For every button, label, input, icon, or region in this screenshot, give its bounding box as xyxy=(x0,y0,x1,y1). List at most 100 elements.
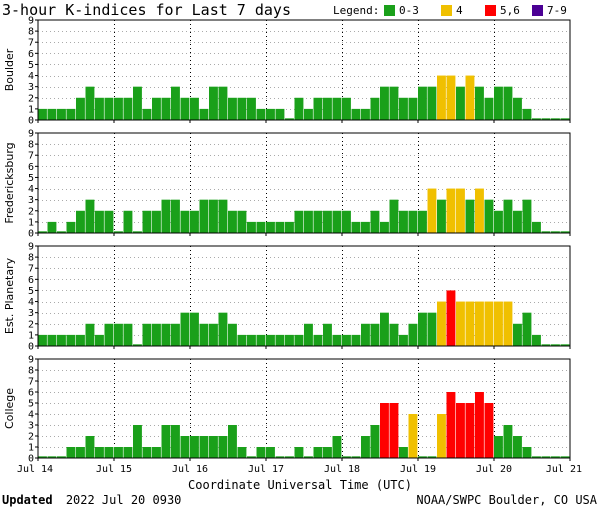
y-tick-label: 1 xyxy=(28,217,34,228)
k-index-bar xyxy=(351,456,361,458)
y-tick-label: 4 xyxy=(28,184,34,195)
k-index-bar xyxy=(266,221,275,233)
k-index-bar xyxy=(199,108,209,120)
k-index-bar xyxy=(294,334,304,346)
x-tick-label: Jul 17 xyxy=(248,464,284,475)
k-index-bar xyxy=(342,210,351,233)
x-tick-label: Jul 21 xyxy=(546,464,582,475)
y-tick-label: 4 xyxy=(28,297,34,308)
k-index-bar xyxy=(361,323,370,346)
k-index-bar xyxy=(152,97,161,120)
k-index-bar xyxy=(190,210,199,233)
k-index-bar xyxy=(104,97,114,120)
k-index-bar xyxy=(446,75,456,120)
k-index-bar xyxy=(114,323,123,346)
y-tick-label: 1 xyxy=(28,104,34,115)
k-index-bar xyxy=(427,188,437,233)
k-index-bar xyxy=(47,456,57,458)
k-index-bar xyxy=(484,97,494,120)
k-index-bar xyxy=(408,414,418,458)
station-label: College xyxy=(3,388,16,429)
k-index-bar xyxy=(342,456,351,458)
k-index-bar xyxy=(123,447,133,458)
k-index-bar xyxy=(494,301,503,346)
k-index-bar xyxy=(85,436,95,458)
k-index-bar xyxy=(104,210,114,233)
k-index-bar xyxy=(389,86,399,120)
k-index-bar xyxy=(304,108,313,120)
k-index-bar xyxy=(294,97,304,120)
k-index-bar xyxy=(361,436,370,458)
k-index-bar xyxy=(85,86,95,120)
k-index-bar xyxy=(199,436,209,458)
k-index-bar xyxy=(475,188,484,233)
k-index-bar xyxy=(266,447,275,458)
k-index-bar xyxy=(304,210,313,233)
k-index-bar xyxy=(475,301,484,346)
k-index-bar xyxy=(551,231,560,233)
legend-item-label: 5,6 xyxy=(500,4,520,17)
k-index-bar xyxy=(399,447,408,458)
y-tick-label: 7 xyxy=(28,264,34,275)
k-index-bar xyxy=(532,334,541,346)
k-index-bar xyxy=(142,108,152,120)
k-index-bar xyxy=(114,447,123,458)
k-index-bar xyxy=(294,210,304,233)
k-index-bar xyxy=(247,334,256,346)
k-index-bar xyxy=(399,210,408,233)
y-tick-label: 2 xyxy=(28,206,34,217)
k-index-bar xyxy=(304,456,313,458)
k-index-bar xyxy=(285,221,294,233)
k-index-bar xyxy=(560,231,570,233)
k-index-bar xyxy=(437,75,446,120)
k-index-bar xyxy=(275,456,285,458)
k-index-bar xyxy=(351,334,361,346)
plot-border xyxy=(37,19,571,121)
k-index-bar xyxy=(437,301,446,346)
k-index-bar xyxy=(380,312,389,346)
k-index-bar xyxy=(266,334,275,346)
x-tick-label: Jul 15 xyxy=(96,464,132,475)
k-index-bar xyxy=(541,118,551,120)
k-index-bar xyxy=(256,108,266,120)
station-label: Boulder xyxy=(3,48,16,91)
k-index-bar xyxy=(275,108,285,120)
k-index-bar xyxy=(161,97,171,120)
k-index-bar xyxy=(161,323,171,346)
k-index-bar xyxy=(304,323,313,346)
k-index-bar xyxy=(427,312,437,346)
k-index-bar xyxy=(361,221,370,233)
y-tick-label: 6 xyxy=(28,162,34,173)
k-index-bar xyxy=(342,97,351,120)
k-index-bar xyxy=(560,118,570,120)
k-index-bar xyxy=(47,334,57,346)
k-index-bar xyxy=(418,312,427,346)
k-index-bar xyxy=(465,301,475,346)
legend-swatch xyxy=(532,5,543,16)
k-index-bar xyxy=(399,97,408,120)
x-tick-label: Jul 18 xyxy=(324,464,360,475)
k-index-bar xyxy=(332,97,342,120)
k-index-bar xyxy=(532,118,541,120)
k-index-bar xyxy=(66,221,76,233)
k-index-bar xyxy=(418,210,427,233)
k-index-bar xyxy=(285,118,294,120)
y-tick-label: 3 xyxy=(28,421,34,432)
k-index-bar xyxy=(380,221,389,233)
k-index-bar xyxy=(38,108,47,120)
k-index-bar xyxy=(418,456,427,458)
legend-swatch xyxy=(384,5,395,16)
k-index-bar xyxy=(66,108,76,120)
k-index-bar xyxy=(513,323,522,346)
k-index-bar xyxy=(190,97,199,120)
k-index-bar xyxy=(389,199,399,233)
k-index-bar xyxy=(38,456,47,458)
k-index-bar xyxy=(313,334,323,346)
k-index-bar xyxy=(560,344,570,346)
k-index-bar xyxy=(180,312,190,346)
k-index-bar xyxy=(95,210,104,233)
k-index-bar xyxy=(171,86,180,120)
y-tick-label: 2 xyxy=(28,93,34,104)
y-tick-label: 3 xyxy=(28,82,34,93)
k-index-bar xyxy=(399,334,408,346)
